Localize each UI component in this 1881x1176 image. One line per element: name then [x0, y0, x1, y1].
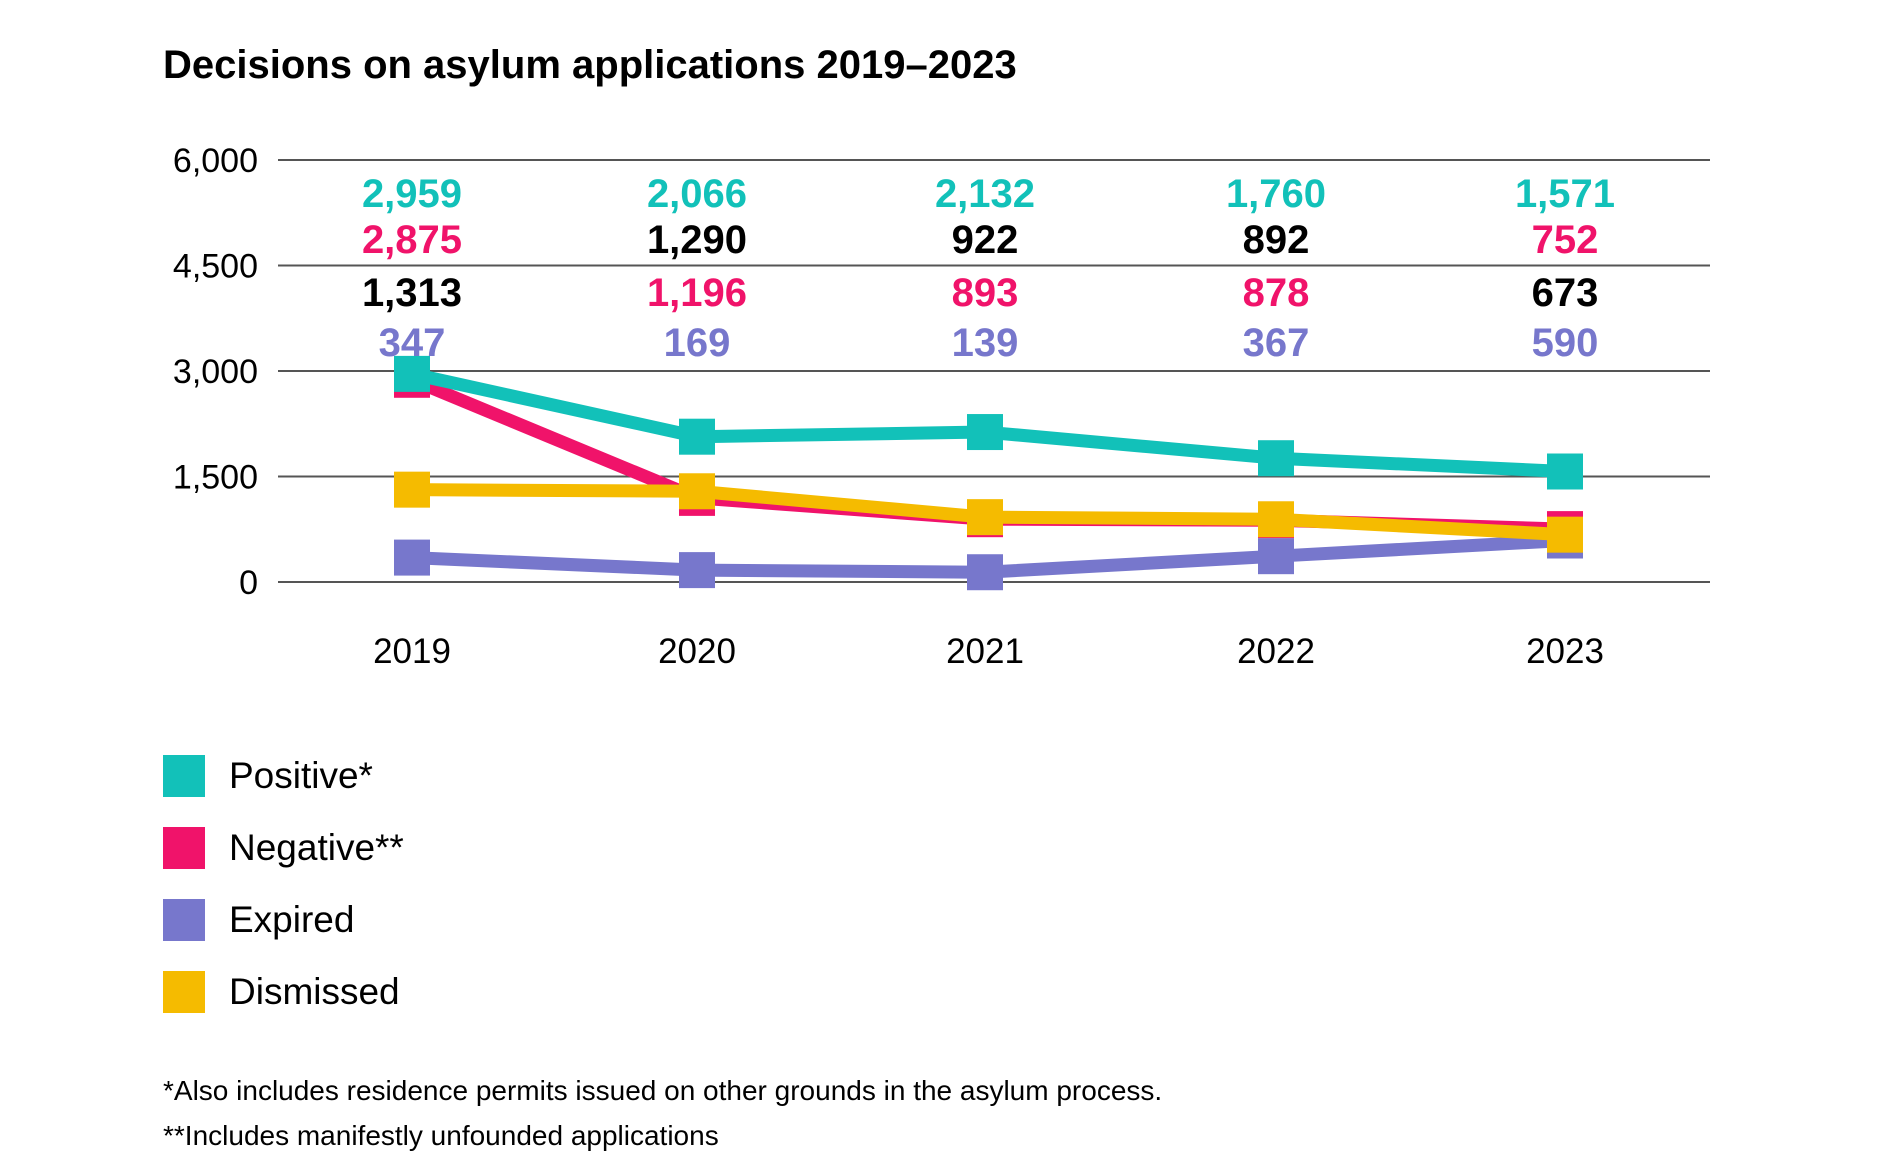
legend: Positive* Negative** Expired Dismissed — [163, 740, 404, 1028]
legend-item-positive: Positive* — [163, 740, 404, 812]
marker-dismissed-2021 — [967, 499, 1003, 536]
footnote-positive: *Also includes residence permits issued … — [163, 1075, 1163, 1106]
y-tick-label: 4,500 — [173, 248, 258, 286]
x-tick-label: 2022 — [1237, 632, 1315, 671]
value-label-positive-2020: 2,066 — [647, 172, 747, 216]
chart-title: Decisions on asylum applications 2019–20… — [163, 43, 1017, 87]
x-tick-label: 2019 — [373, 632, 451, 671]
y-tick-label: 6,000 — [173, 142, 258, 180]
marker-positive-2020 — [679, 418, 715, 455]
marker-dismissed-2023 — [1547, 516, 1583, 553]
series-lines — [409, 367, 1566, 579]
x-axis-tick-labels: 2019 2020 2021 2022 2023 — [373, 632, 1604, 671]
value-label-positive-2021: 2,132 — [935, 172, 1035, 216]
x-tick-label: 2021 — [946, 632, 1024, 671]
value-label-expired-2021: 139 — [952, 321, 1019, 365]
legend-label-positive: Positive* — [229, 755, 373, 796]
value-label-expired-2022: 367 — [1243, 321, 1310, 365]
legend-swatch-negative — [163, 827, 205, 869]
value-label-negative-2022: 878 — [1243, 271, 1310, 315]
value-label-positive-2023: 1,571 — [1515, 172, 1615, 216]
legend-label-dismissed: Dismissed — [229, 971, 400, 1012]
marker-dismissed-2020 — [679, 473, 715, 510]
value-label-expired-2023: 590 — [1532, 321, 1599, 365]
marker-dismissed-2019 — [394, 471, 430, 508]
x-tick-label: 2020 — [658, 632, 736, 671]
y-tick-label: 1,500 — [173, 459, 258, 497]
value-label-dismissed-2021: 922 — [952, 218, 1019, 262]
value-label-positive-2019: 2,959 — [362, 172, 462, 216]
y-axis-tick-labels: 0 1,500 3,000 4,500 6,000 — [173, 142, 258, 602]
value-label-negative-2020: 1,196 — [647, 271, 747, 315]
legend-item-expired: Expired — [163, 884, 404, 956]
y-tick-label: 0 — [239, 564, 258, 602]
footnotes: *Also includes residence permits issued … — [163, 1068, 1162, 1158]
value-label-dismissed-2020: 1,290 — [647, 218, 747, 262]
value-label-positive-2022: 1,760 — [1226, 172, 1326, 216]
grid-lines — [278, 159, 1710, 583]
legend-item-negative: Negative** — [163, 812, 404, 884]
marker-expired-2021 — [967, 554, 1003, 591]
legend-label-negative: Negative** — [229, 827, 404, 868]
marker-positive-2021 — [967, 414, 1003, 451]
legend-item-dismissed: Dismissed — [163, 956, 404, 1028]
footnote-negative: **Includes manifestly unfounded applicat… — [163, 1120, 719, 1151]
value-label-negative-2021: 893 — [952, 271, 1019, 315]
series-markers — [394, 355, 1583, 591]
marker-expired-2020 — [679, 552, 715, 589]
legend-label-expired: Expired — [229, 899, 355, 940]
legend-swatch-expired — [163, 899, 205, 941]
x-tick-label: 2023 — [1526, 632, 1604, 671]
value-label-expired-2020: 169 — [664, 321, 731, 365]
y-tick-label: 3,000 — [173, 353, 258, 391]
value-label-negative-2023: 752 — [1532, 218, 1599, 262]
marker-expired-2022 — [1258, 538, 1294, 575]
value-label-expired-2019: 347 — [379, 321, 446, 365]
value-label-dismissed-2019: 1,313 — [362, 271, 462, 315]
marker-dismissed-2022 — [1258, 501, 1294, 538]
value-label-dismissed-2023: 673 — [1532, 271, 1599, 315]
marker-expired-2019 — [394, 539, 430, 576]
marker-positive-2023 — [1547, 453, 1583, 490]
value-label-negative-2019: 2,875 — [362, 218, 462, 262]
marker-positive-2022 — [1258, 440, 1294, 477]
value-label-dismissed-2022: 892 — [1243, 218, 1310, 262]
legend-swatch-dismissed — [163, 971, 205, 1013]
legend-swatch-positive — [163, 755, 205, 797]
marker-positive-2019 — [394, 355, 430, 392]
